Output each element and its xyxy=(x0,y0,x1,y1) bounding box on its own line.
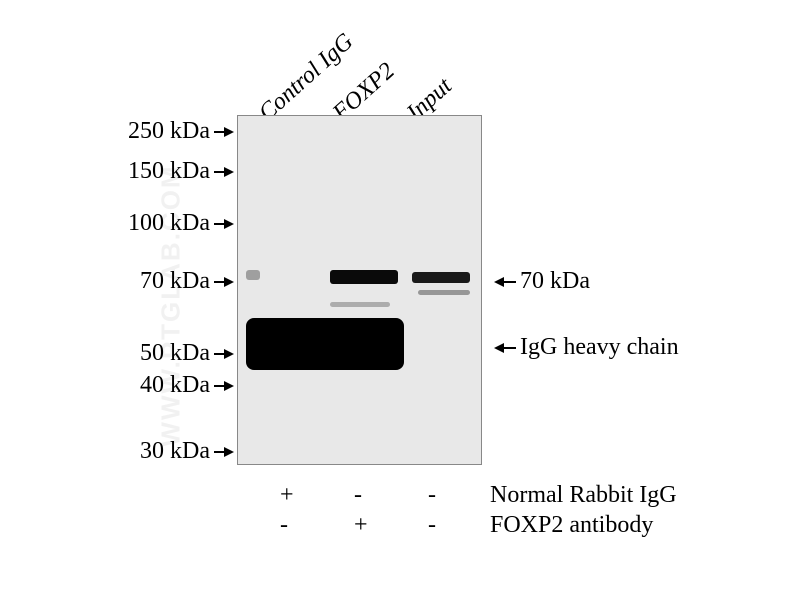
cond-r1-c2: - xyxy=(354,482,362,509)
band-foxp2-faint xyxy=(330,302,390,307)
right-70kda-text: 70 kDa xyxy=(494,268,590,295)
mw-30: 30 kDa xyxy=(140,438,210,465)
cond-r1-c3: - xyxy=(428,482,436,509)
mw-100: 100 kDa xyxy=(128,210,210,237)
band-foxp2-70kda xyxy=(330,270,398,284)
mw-250-text: 250 kDa xyxy=(128,118,210,145)
right-igg-text: IgG heavy chain xyxy=(494,334,679,361)
cond-r2-c1: - xyxy=(280,512,288,539)
watermark-text: WWW.PTGLAB.COM xyxy=(156,164,187,446)
mw-150-text: 150 kDa xyxy=(128,158,210,185)
cond-r1-c1: + xyxy=(280,482,294,509)
cond-r2-c2: + xyxy=(354,512,368,539)
mw-70: 70 kDa xyxy=(140,268,210,295)
band-input-70kda xyxy=(412,272,470,283)
mw-30-text: 30 kDa xyxy=(140,438,210,465)
mw-100-text: 100 kDa xyxy=(128,210,210,237)
mw-250: 250 kDa xyxy=(128,118,210,145)
band-input-faint xyxy=(418,290,470,295)
band-igg-heavy-chain xyxy=(246,318,404,370)
right-label-70kda: 70 kDa xyxy=(494,268,590,295)
mw-40: 40 kDa xyxy=(140,372,210,399)
mw-50: 50 kDa xyxy=(140,340,210,367)
cond-r1-label: Normal Rabbit IgG xyxy=(490,482,677,509)
band-control-faint-70 xyxy=(246,270,260,280)
mw-150: 150 kDa xyxy=(128,158,210,185)
cond-r2-c3: - xyxy=(428,512,436,539)
cond-r2-label: FOXP2 antibody xyxy=(490,512,653,539)
mw-70-text: 70 kDa xyxy=(140,268,210,295)
mw-40-text: 40 kDa xyxy=(140,372,210,399)
right-label-igg: IgG heavy chain xyxy=(494,334,679,361)
figure-container: WWW.PTGLAB.COM Control IgG FOXP2 Input 2… xyxy=(0,0,800,600)
mw-50-text: 50 kDa xyxy=(140,340,210,367)
